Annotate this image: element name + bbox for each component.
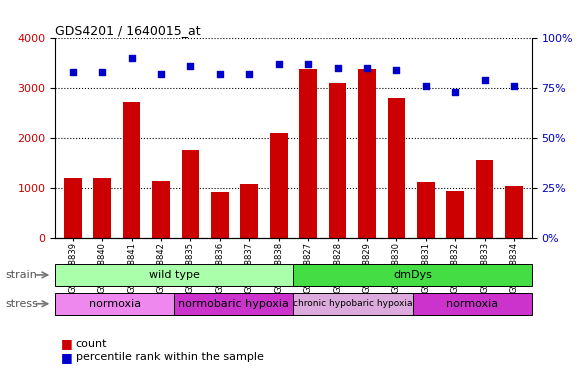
Point bbox=[245, 71, 254, 78]
Text: dmDys: dmDys bbox=[393, 270, 432, 280]
Bar bbox=[358, 70, 376, 238]
Text: GDS4201 / 1640015_at: GDS4201 / 1640015_at bbox=[55, 24, 201, 37]
Bar bbox=[329, 83, 346, 238]
Point bbox=[68, 69, 77, 75]
Text: strain: strain bbox=[6, 270, 38, 280]
Point bbox=[363, 65, 372, 71]
Bar bbox=[211, 192, 229, 238]
Bar bbox=[413, 293, 532, 315]
Point bbox=[215, 71, 224, 78]
Point bbox=[98, 69, 107, 75]
Point bbox=[421, 83, 431, 89]
Point bbox=[303, 61, 313, 68]
Text: normoxia: normoxia bbox=[446, 299, 498, 309]
Bar bbox=[388, 98, 405, 238]
Bar bbox=[55, 264, 293, 286]
Bar bbox=[241, 184, 258, 238]
Bar bbox=[174, 293, 293, 315]
Text: normobaric hypoxia: normobaric hypoxia bbox=[178, 299, 289, 309]
Text: ■: ■ bbox=[61, 351, 73, 364]
Bar bbox=[64, 178, 82, 238]
Point bbox=[156, 71, 166, 78]
Text: chronic hypobaric hypoxia: chronic hypobaric hypoxia bbox=[293, 299, 413, 308]
Bar bbox=[293, 293, 413, 315]
Text: count: count bbox=[76, 339, 107, 349]
Bar bbox=[270, 133, 288, 238]
Bar bbox=[123, 102, 141, 238]
Bar bbox=[94, 178, 111, 238]
Bar bbox=[299, 70, 317, 238]
Bar bbox=[505, 186, 523, 238]
Bar bbox=[152, 180, 170, 238]
Point bbox=[333, 65, 342, 71]
Text: ■: ■ bbox=[61, 337, 73, 350]
Text: stress: stress bbox=[6, 299, 39, 309]
Text: percentile rank within the sample: percentile rank within the sample bbox=[76, 352, 263, 362]
Bar bbox=[476, 160, 493, 238]
Bar bbox=[182, 150, 199, 238]
Text: wild type: wild type bbox=[149, 270, 200, 280]
Point bbox=[186, 63, 195, 70]
Text: normoxia: normoxia bbox=[89, 299, 141, 309]
Bar bbox=[446, 191, 464, 238]
Point bbox=[392, 67, 401, 73]
Point bbox=[274, 61, 284, 68]
Point bbox=[480, 77, 489, 83]
Point bbox=[510, 83, 519, 89]
Bar bbox=[55, 293, 174, 315]
Point bbox=[127, 55, 137, 61]
Point bbox=[450, 89, 460, 95]
Bar bbox=[417, 182, 435, 238]
Bar bbox=[293, 264, 532, 286]
